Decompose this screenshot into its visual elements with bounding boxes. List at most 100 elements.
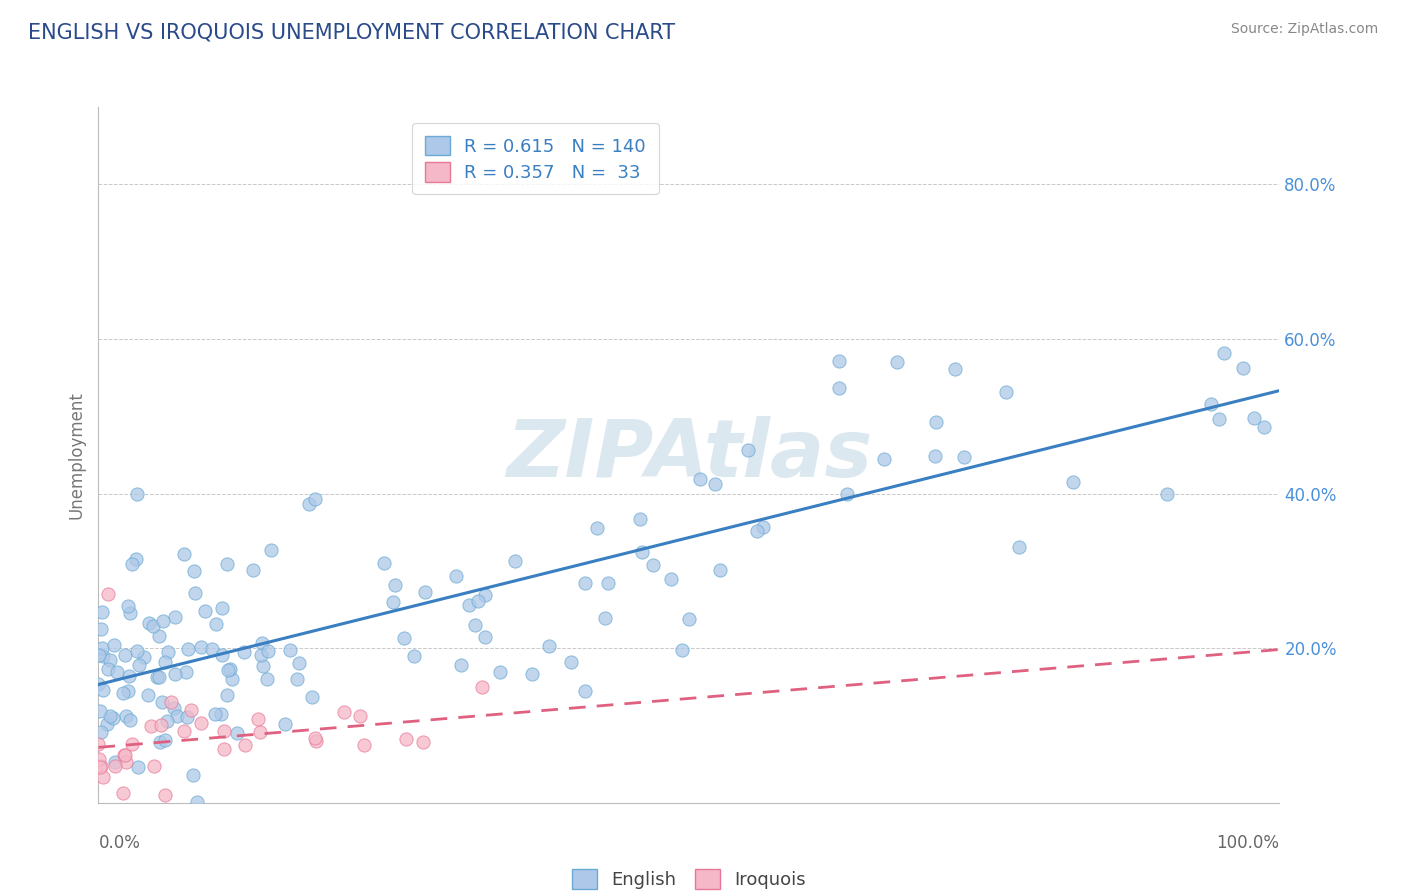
- Point: [489, 665, 512, 679]
- Point: [232, 645, 254, 659]
- Point: [89, 752, 111, 766]
- Point: [246, 712, 269, 726]
- Point: [943, 361, 966, 376]
- Point: [181, 768, 204, 782]
- Point: [924, 449, 946, 463]
- Point: [474, 588, 496, 602]
- Point: [149, 734, 172, 748]
- Point: [173, 547, 195, 561]
- Point: [737, 442, 759, 457]
- Point: [153, 655, 176, 669]
- Point: [392, 631, 415, 645]
- Point: [114, 648, 136, 662]
- Point: [132, 650, 155, 665]
- Point: [91, 682, 114, 697]
- Point: [395, 732, 418, 747]
- Point: [166, 709, 188, 723]
- Point: [190, 640, 212, 654]
- Point: [381, 595, 404, 609]
- Point: [458, 598, 481, 612]
- Point: [183, 586, 205, 600]
- Point: [1213, 346, 1236, 360]
- Point: [215, 688, 238, 702]
- Text: Source: ZipAtlas.com: Source: ZipAtlas.com: [1230, 22, 1378, 37]
- Point: [117, 599, 139, 613]
- Point: [190, 715, 212, 730]
- Point: [163, 667, 186, 681]
- Point: [249, 648, 271, 662]
- Point: [285, 672, 308, 686]
- Point: [153, 733, 176, 747]
- Point: [87, 738, 110, 752]
- Point: [136, 688, 159, 702]
- Point: [595, 611, 617, 625]
- Point: [250, 636, 273, 650]
- Point: [474, 630, 496, 644]
- Point: [142, 619, 165, 633]
- Point: [153, 788, 176, 802]
- Point: [87, 648, 110, 662]
- Point: [709, 563, 731, 577]
- Point: [574, 684, 596, 698]
- Point: [703, 477, 725, 491]
- Point: [118, 606, 141, 620]
- Point: [159, 695, 181, 709]
- Point: [1243, 411, 1265, 425]
- Point: [173, 724, 195, 739]
- Point: [145, 669, 167, 683]
- Point: [471, 680, 494, 694]
- Point: [194, 603, 217, 617]
- Point: [288, 656, 311, 670]
- Point: [149, 717, 172, 731]
- Point: [176, 665, 198, 679]
- Point: [114, 756, 136, 770]
- Point: [1008, 541, 1031, 555]
- Point: [152, 614, 174, 628]
- Point: [97, 587, 120, 601]
- Point: [828, 354, 851, 368]
- Point: [214, 742, 236, 756]
- Point: [467, 594, 489, 608]
- Point: [103, 638, 125, 652]
- Point: [91, 770, 114, 784]
- Point: [112, 786, 135, 800]
- Point: [89, 704, 111, 718]
- Point: [211, 601, 233, 615]
- Point: [586, 520, 609, 534]
- Point: [1253, 419, 1275, 434]
- Point: [522, 666, 544, 681]
- Point: [659, 573, 682, 587]
- Point: [125, 644, 148, 658]
- Point: [90, 759, 112, 773]
- Point: [205, 617, 228, 632]
- Point: [1208, 412, 1230, 426]
- Point: [304, 492, 326, 507]
- Point: [1232, 360, 1254, 375]
- Point: [574, 576, 596, 591]
- Point: [212, 723, 235, 738]
- Point: [104, 759, 127, 773]
- Point: [643, 558, 665, 573]
- Point: [127, 760, 149, 774]
- Point: [89, 760, 111, 774]
- Point: [828, 381, 851, 395]
- Point: [201, 641, 224, 656]
- Point: [450, 658, 472, 673]
- Point: [148, 670, 170, 684]
- Point: [1062, 475, 1084, 490]
- Point: [101, 711, 124, 725]
- Text: ZIPAtlas: ZIPAtlas: [506, 416, 872, 494]
- Point: [217, 663, 239, 677]
- Point: [249, 724, 271, 739]
- Point: [373, 557, 395, 571]
- Point: [125, 551, 148, 566]
- Point: [91, 640, 114, 655]
- Point: [886, 355, 908, 369]
- Point: [274, 717, 297, 731]
- Point: [353, 738, 375, 752]
- Point: [219, 662, 242, 676]
- Point: [215, 557, 238, 571]
- Point: [148, 629, 170, 643]
- Point: [142, 759, 165, 773]
- Point: [444, 569, 467, 583]
